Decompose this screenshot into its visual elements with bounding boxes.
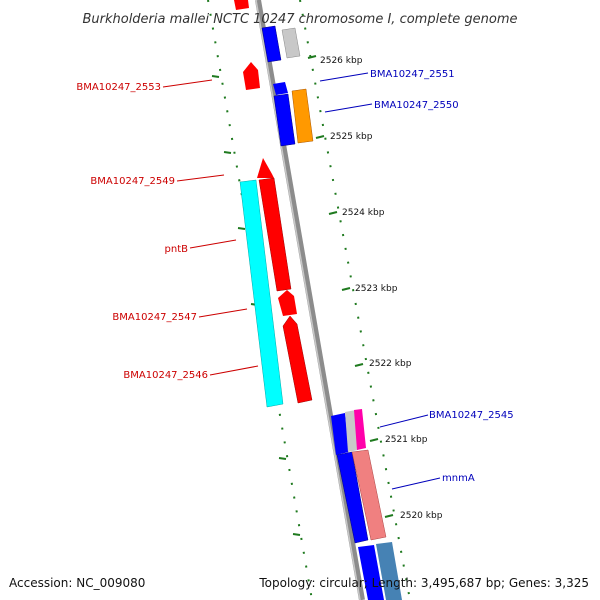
gene-feature <box>331 413 349 455</box>
gene-feature <box>281 27 301 59</box>
map-title: Burkholderia mallei NCTC 10247 chromosom… <box>82 12 517 27</box>
tick-label: 2524 kbp <box>342 208 385 218</box>
gene-label: pntB <box>165 244 189 255</box>
gene-label: BMA10247_2547 <box>112 312 197 323</box>
gene-feature <box>291 88 314 144</box>
gene-feature <box>234 0 249 10</box>
gene-feature <box>258 177 292 292</box>
accession-text: Accession: NC_009080 <box>9 576 145 590</box>
gene-label: BMA10247_2551 <box>370 69 455 80</box>
genome-stats-text: Topology: circular; Length: 3,495,687 bp… <box>258 576 589 590</box>
gene-feature <box>376 542 402 600</box>
gene-feature <box>282 315 313 404</box>
gene-feature <box>358 545 384 600</box>
tick-label: 2520 kbp <box>400 511 443 521</box>
gene-label: mnmA <box>442 473 475 484</box>
reverse-strand-genes <box>261 25 402 600</box>
gene-feature <box>273 93 296 147</box>
gene-label: BMA10247_2550 <box>374 100 459 111</box>
gene-label: BMA10247_2553 <box>76 82 161 93</box>
tick-label: 2522 kbp <box>369 359 412 369</box>
tick-label: 2525 kbp <box>330 132 373 142</box>
forward-strand-genes <box>234 0 313 408</box>
gene-feature <box>261 25 282 63</box>
tick-label: 2521 kbp <box>385 435 428 445</box>
gene-feature <box>257 158 274 178</box>
gene-feature <box>278 290 297 316</box>
gene-feature <box>336 451 369 544</box>
gene-feature <box>345 410 358 452</box>
gene-feature <box>351 449 387 541</box>
gene-feature <box>273 82 288 95</box>
chromosome-backbone <box>255 0 365 600</box>
gene-label: BMA10247_2546 <box>123 370 208 381</box>
tick-label: 2526 kbp <box>320 56 363 66</box>
gene-label: BMA10247_2545 <box>429 410 514 421</box>
tick-label: 2523 kbp <box>355 284 398 294</box>
gene-feature <box>239 179 284 408</box>
gene-label: BMA10247_2549 <box>90 176 175 187</box>
gene-feature <box>354 409 366 450</box>
gene-feature <box>243 62 260 90</box>
